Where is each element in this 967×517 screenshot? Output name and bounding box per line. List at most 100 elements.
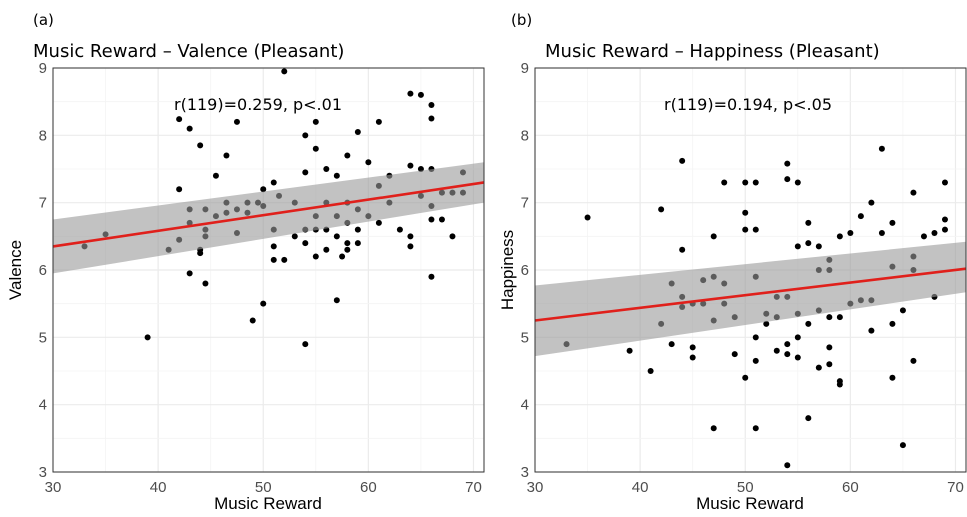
panel-b-x-tick-label: 40	[632, 479, 649, 496]
panel-a-regression	[52, 181, 485, 248]
panel-a-data-point	[428, 273, 435, 280]
panel-a-data-point	[365, 159, 372, 166]
panel-a-data-point	[186, 270, 193, 277]
panel-b-data-point	[847, 229, 854, 236]
panel-b-data-point	[868, 199, 875, 206]
panel-a-data-point	[344, 240, 351, 247]
panel-a-data-point	[312, 118, 319, 125]
panel-a-data-point	[144, 334, 151, 341]
panel-b-data-point	[889, 219, 896, 226]
panel-a-stat-annotation: r(119)=0.259, p<.01	[174, 95, 342, 114]
panel-b-data-point	[836, 381, 843, 388]
panel-b-data-point	[920, 233, 927, 240]
panel-b-data-point	[805, 415, 812, 422]
panel-b-y-tick-label: 9	[521, 60, 529, 77]
panel-b-data-point	[857, 213, 864, 220]
panel-a-data-point	[212, 172, 219, 179]
panel-b-data-point	[742, 209, 749, 216]
panel-b-data-point	[731, 351, 738, 358]
panel-b-data-point	[794, 179, 801, 186]
panel-b-data-point	[826, 344, 833, 351]
panel-b-data-point	[868, 327, 875, 334]
panel-a-data-point	[344, 246, 351, 253]
panel-b-data-point	[826, 314, 833, 321]
panel-b-x-axis-title: Music Reward	[696, 494, 804, 513]
panel-a-ticks: 30 40 50 60 70 3 4 5 6 7 8 9	[39, 60, 482, 496]
panel-a: (a) Music Reward – Valence (Pleasant) 30…	[6, 11, 485, 513]
panel-b-x-tick-label: 30	[527, 479, 544, 496]
panel-b-data-point	[910, 189, 917, 196]
panel-a-data-point	[344, 152, 351, 159]
panel-b-data-point	[752, 334, 759, 341]
panel-b-data-point	[836, 233, 843, 240]
panel-b-data-point	[710, 425, 717, 432]
panel-b-x-tick-label: 70	[947, 479, 964, 496]
panel-a-data-point	[302, 169, 309, 176]
panel-a-y-tick-label: 4	[39, 397, 47, 414]
panel-a-data-point	[428, 115, 435, 122]
panel-a-data-point	[291, 233, 298, 240]
panel-b-data-point	[763, 320, 770, 327]
panel-b-data-point	[931, 229, 938, 236]
panel-a-border	[52, 67, 485, 473]
panel-a-confidence-band	[53, 162, 484, 274]
panel-b-confidence-band	[535, 241, 966, 357]
panel-a-data-point	[249, 317, 256, 324]
panel-b-data-point	[889, 320, 896, 327]
panel-a-data-point	[417, 91, 424, 98]
panel-b-y-tick-label: 7	[521, 195, 529, 212]
panel-b-title: Music Reward – Happiness (Pleasant)	[545, 41, 880, 62]
panel-a-data-point	[186, 125, 193, 132]
panel-a-y-tick-label: 9	[39, 60, 47, 77]
panel-b-data-point	[784, 176, 791, 183]
panel-a-data-point	[270, 256, 277, 263]
panel-a-data-point	[333, 233, 340, 240]
panel-b-data-point	[626, 347, 633, 354]
panel-a-data-point	[312, 253, 319, 260]
panel-a-data-point	[260, 300, 267, 307]
panel-b-data-point	[805, 240, 812, 247]
panel-a-data-point	[281, 256, 288, 263]
panel-b-data-point	[752, 425, 759, 432]
panel-a-y-tick-label: 6	[39, 262, 47, 279]
panel-b-data-point	[794, 354, 801, 361]
panel-b-y-tick-label: 8	[521, 127, 529, 144]
panel-a-data-point	[270, 243, 277, 250]
panel-a-y-tick-label: 7	[39, 195, 47, 212]
panel-a-data-point	[323, 246, 330, 253]
panel-a-data-point	[438, 216, 445, 223]
panel-a-y-tick-label: 8	[39, 127, 47, 144]
panel-a-data-point	[270, 179, 277, 186]
panel-b-data-point	[889, 374, 896, 381]
panel-a-x-axis-title: Music Reward	[214, 494, 322, 513]
panel-b-regression	[534, 267, 967, 322]
panel-b-data-point	[815, 364, 822, 371]
panel-b-data-point	[836, 314, 843, 321]
panel-b-data-point	[710, 233, 717, 240]
panel-b-data-point	[784, 462, 791, 469]
panel-b-data-point	[647, 368, 654, 374]
panel-b-data-point	[899, 442, 906, 449]
panel-a-data-point	[197, 142, 204, 149]
panel-a-data-point	[407, 90, 414, 97]
panel-b-y-axis-title: Happiness	[498, 230, 517, 310]
panel-b-data-point	[784, 351, 791, 358]
panel-b-data-point	[910, 357, 917, 364]
panel-a-data-point	[302, 240, 309, 247]
panel-b-data-point	[752, 226, 759, 233]
panel-b-data-point	[805, 219, 812, 226]
panel-b-y-tick-label: 4	[521, 397, 529, 414]
panel-a-data-point	[339, 253, 346, 260]
panel-a-ci-band	[53, 162, 484, 274]
panel-a-data-point	[223, 152, 230, 159]
panel-a-data-point	[354, 226, 361, 233]
panel-b-x-tick-label: 60	[842, 479, 859, 496]
panel-a-data-point	[333, 297, 340, 304]
panel-b-data-point	[899, 307, 906, 314]
panel-b-data-point	[784, 341, 791, 348]
panel-a-data-point	[354, 128, 361, 135]
panel-b-data-point	[773, 347, 780, 354]
panel-b-data-point	[721, 179, 728, 186]
panel-b-data-point	[658, 206, 665, 213]
panel-a-x-tick-label: 70	[465, 479, 482, 496]
